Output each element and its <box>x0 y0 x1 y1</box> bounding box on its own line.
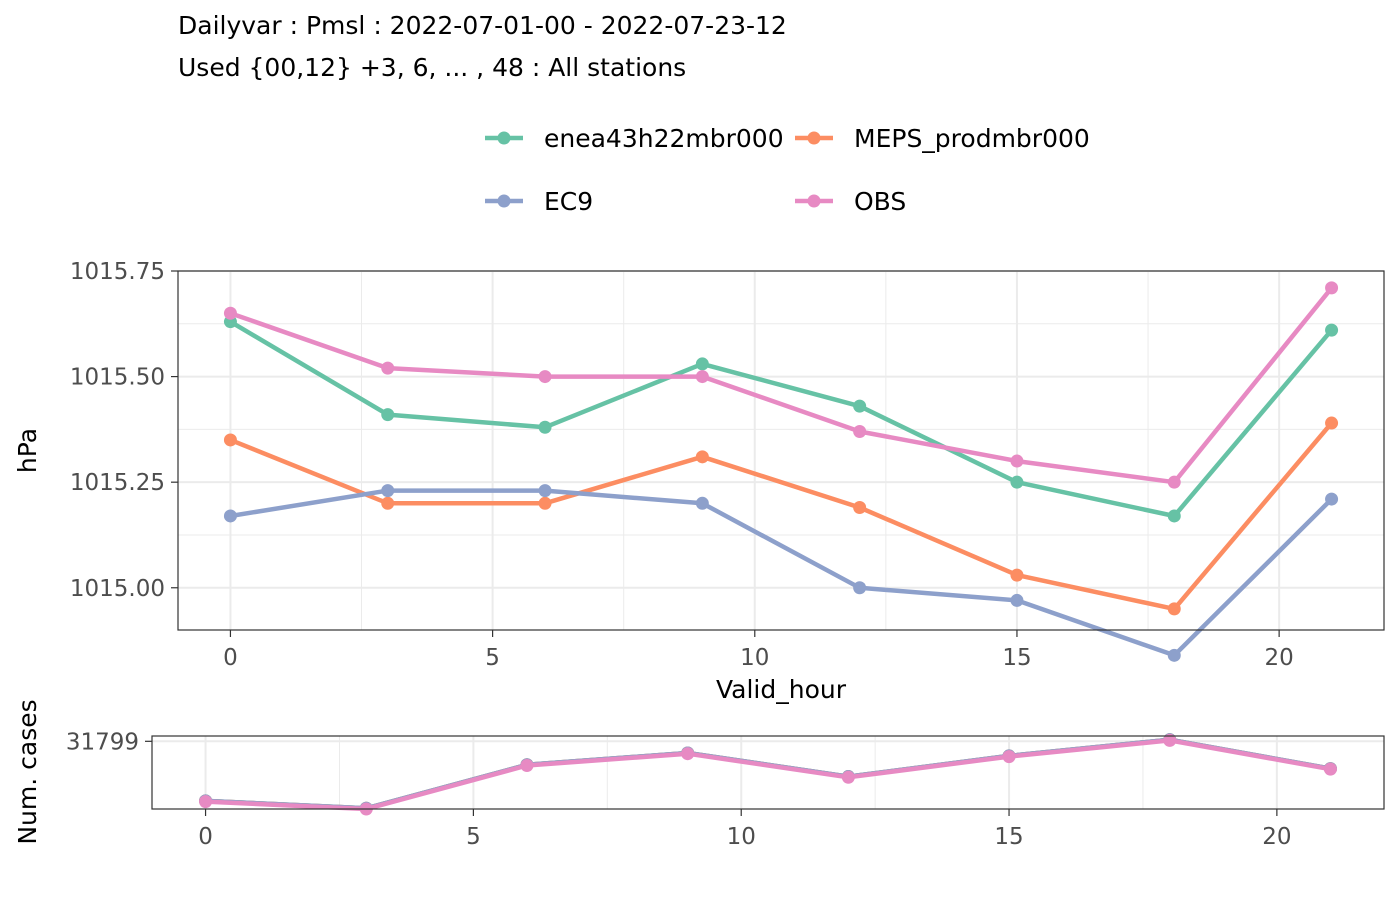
legend-key-0 <box>485 131 523 145</box>
count-plot-panel: 0 5 10 15 20 31799 Num. cases <box>13 699 1385 850</box>
main-panel-series-line-1 <box>228 420 1334 612</box>
main-panel-point-2-2 <box>538 484 552 498</box>
x-tick-label: 20 <box>1264 645 1293 671</box>
main-panel-point-3-4 <box>853 424 867 438</box>
main-panel-series-line-3 <box>228 285 1334 485</box>
main-plot-panel: 0 5 10 15 20 1015.00 1015.25 1015.50 1015.75 Vali… <box>13 259 1385 704</box>
main-panel-point-3-5 <box>1010 454 1024 468</box>
legend-point-3 <box>807 194 821 208</box>
main-panel-point-1-2 <box>538 496 552 510</box>
y-tick-label: 1015.75 <box>70 259 165 285</box>
legend-point-1 <box>807 131 821 145</box>
main-panel-point-0-7 <box>1325 323 1339 337</box>
main-panel-point-1-5 <box>1010 568 1024 582</box>
main-panel-point-1-7 <box>1325 416 1339 430</box>
main-panel-point-3-1 <box>381 361 395 375</box>
main-panel-border <box>177 270 1385 631</box>
x-tick-label: 10 <box>727 824 756 850</box>
y-tick-label: 1015.00 <box>70 576 165 602</box>
main-panel-point-0-6 <box>1167 509 1181 523</box>
x-tick-label: 0 <box>198 824 213 850</box>
main-panel-point-3-0 <box>223 306 237 320</box>
main-panel-point-3-7 <box>1325 281 1339 295</box>
main-panel-point-3-6 <box>1167 475 1181 489</box>
main-panel-y-axis-title: hPa <box>13 428 42 473</box>
main-panel-point-1-0 <box>223 433 237 447</box>
chart-subtitle: Used {00,12} +3, 6, ... , 48 : All stati… <box>178 53 686 82</box>
count-panel-y-axis-title: Num. cases <box>13 699 42 844</box>
main-panel-point-2-4 <box>853 581 867 595</box>
x-tick-label: 5 <box>485 645 500 671</box>
main-panel-point-1-4 <box>853 501 867 515</box>
x-tick-label: 10 <box>740 645 769 671</box>
main-panel-point-2-0 <box>223 509 237 523</box>
main-panel-series-line-2 <box>228 488 1334 658</box>
x-tick-label: 0 <box>223 645 238 671</box>
main-panel-point-0-4 <box>853 399 867 413</box>
main-panel-point-3-2 <box>538 370 552 384</box>
legend-key-3 <box>795 194 833 208</box>
count-panel-point-3-0 <box>199 795 213 809</box>
count-panel-point-3-5 <box>1002 750 1016 764</box>
legend: enea43h22mbr000 MEPS_prodmbr000 EC9 OBS <box>485 124 1090 216</box>
legend-label-0: enea43h22mbr000 <box>544 124 784 153</box>
legend-key-2 <box>485 194 523 208</box>
chart-title: Dailyvar : Pmsl : 2022-07-01-00 - 2022-0… <box>178 11 787 40</box>
main-panel-point-0-3 <box>695 357 709 371</box>
legend-label-3: OBS <box>854 187 906 216</box>
main-panel-point-2-3 <box>695 496 709 510</box>
count-panel-series-line-3 <box>203 738 1333 812</box>
main-panel-point-2-6 <box>1167 648 1181 662</box>
x-tick-label: 20 <box>1262 824 1291 850</box>
legend-point-2 <box>497 194 511 208</box>
count-panel-point-3-7 <box>1323 762 1337 776</box>
main-panel-point-2-5 <box>1010 593 1024 607</box>
main-panel-point-1-1 <box>381 496 395 510</box>
count-panel-background <box>152 736 1384 809</box>
main-panel-point-0-1 <box>381 408 395 422</box>
y-tick-label: 1015.50 <box>70 365 165 391</box>
x-tick-label: 15 <box>994 824 1023 850</box>
main-panel-point-3-3 <box>695 370 709 384</box>
count-panel-point-3-3 <box>681 747 695 761</box>
y-tick-label: 1015.25 <box>70 470 165 496</box>
legend-key-1 <box>795 131 833 145</box>
main-panel-x-axis-title: Valid_hour <box>716 675 847 704</box>
main-panel-point-0-5 <box>1010 475 1024 489</box>
count-panel-point-3-2 <box>520 758 534 772</box>
y-tick-label: 31799 <box>66 729 139 755</box>
x-tick-label: 15 <box>1002 645 1031 671</box>
count-panel-border <box>151 735 1385 810</box>
main-panel-background <box>178 271 1384 630</box>
count-panel-point-3-6 <box>1163 733 1177 747</box>
main-panel-point-1-3 <box>695 450 709 464</box>
legend-label-1: MEPS_prodmbr000 <box>854 124 1090 153</box>
main-panel-point-2-7 <box>1325 492 1339 506</box>
main-panel-point-1-6 <box>1167 602 1181 616</box>
main-panel-point-2-1 <box>381 484 395 498</box>
count-panel-point-3-4 <box>841 770 855 784</box>
legend-point-0 <box>497 131 511 145</box>
main-panel-series-line-0 <box>228 319 1334 519</box>
legend-label-2: EC9 <box>544 187 593 216</box>
x-tick-label: 5 <box>466 824 481 850</box>
main-panel-point-0-2 <box>538 420 552 434</box>
